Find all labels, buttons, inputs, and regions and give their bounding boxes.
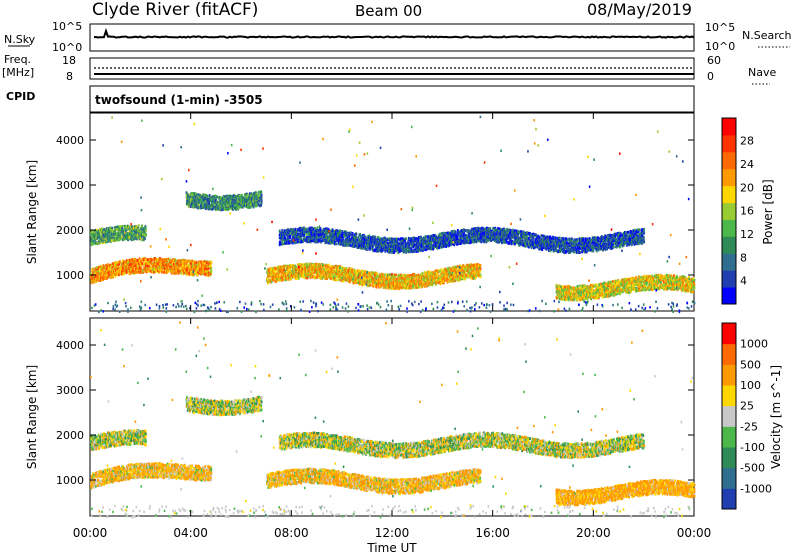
data-point (415, 278, 417, 281)
data-point (210, 264, 212, 267)
data-point (480, 267, 482, 270)
data-point (289, 268, 291, 271)
data-point (316, 276, 318, 279)
data-point (468, 275, 470, 278)
nave-right-tick-top: 60 (707, 54, 721, 67)
freq-label-line1: Freq. (4, 53, 31, 66)
freq-left-tick-top: 18 (62, 54, 76, 67)
data-point (354, 280, 356, 283)
data-point (209, 194, 211, 197)
nsky-left-tick-top: 10^5 (52, 20, 82, 33)
nsearch-label: N.Search (742, 29, 792, 42)
data-point (147, 267, 149, 270)
data-point (395, 274, 397, 277)
data-point (401, 287, 403, 290)
nsky-right-tick-bottom: 10^0 (705, 40, 735, 53)
data-point (155, 270, 157, 273)
data-point (383, 276, 385, 279)
data-point (303, 276, 305, 279)
nsky-right-tick-top: 10^5 (705, 21, 735, 34)
data-point (470, 277, 472, 280)
data-point (324, 264, 326, 267)
nsky-panel: N.Sky 10^5 10^0 10^5 10^0 N.Search (4, 20, 792, 54)
data-point (328, 264, 330, 267)
data-point (382, 273, 384, 276)
beam-label: Beam 00 (355, 2, 422, 20)
data-point (162, 271, 164, 274)
data-point (141, 225, 143, 228)
freq-label-line2: [MHz] (2, 66, 34, 79)
data-point (282, 229, 284, 232)
data-point (145, 234, 147, 237)
data-point (343, 280, 345, 283)
data-point (441, 269, 443, 272)
data-point (145, 225, 147, 228)
data-point (147, 270, 149, 273)
nsky-left-tick-bottom: 10^0 (52, 41, 82, 54)
data-point (261, 193, 263, 196)
data-point (479, 270, 481, 273)
nave-label: Nave (748, 66, 776, 79)
data-point (457, 265, 459, 268)
freq-panel: Freq. [MHz] 18 8 60 0 Nave (2, 53, 776, 84)
data-point (446, 277, 448, 280)
data-point (261, 196, 263, 199)
data-point (145, 228, 147, 231)
freq-left-tick-bottom: 8 (66, 70, 73, 83)
data-point (454, 276, 456, 279)
nsky-trace (94, 31, 694, 38)
data-point (117, 225, 119, 228)
data-point (229, 195, 231, 198)
data-point (200, 204, 202, 207)
data-point (333, 266, 335, 269)
data-point (447, 281, 449, 284)
data-point (366, 276, 368, 279)
date-label: 08/May/2019 (587, 0, 692, 19)
data-point (480, 273, 482, 276)
data-point (384, 274, 386, 277)
data-point (207, 195, 209, 198)
data-point (280, 276, 282, 279)
data-point (138, 224, 140, 227)
data-point (422, 272, 424, 275)
nsky-label: N.Sky (4, 33, 36, 46)
data-point (369, 284, 371, 287)
data-point (316, 263, 318, 266)
cpid-label: CPID (6, 90, 35, 103)
data-point (179, 267, 181, 270)
data-point (107, 276, 109, 279)
data-point (261, 200, 263, 203)
data-point (349, 281, 351, 284)
data-point (339, 266, 341, 269)
cpid-panel: CPID twofsound (1-min) -3505 (6, 86, 694, 112)
data-point (480, 264, 482, 267)
data-point (106, 241, 108, 244)
data-point (260, 204, 262, 207)
nave-right-tick-bottom: 0 (707, 70, 714, 83)
data-point (336, 279, 338, 282)
data-point (210, 269, 212, 272)
data-point (210, 261, 212, 264)
data-point (131, 239, 133, 242)
data-point (189, 260, 191, 263)
station-title: Clyde River (fitACF) (92, 0, 258, 20)
data-point (122, 225, 124, 228)
data-point (212, 208, 214, 211)
data-point (116, 228, 118, 231)
data-point (424, 285, 426, 288)
data-point (321, 272, 323, 275)
data-point (282, 243, 284, 246)
data-point (216, 196, 218, 199)
data-point (144, 237, 146, 240)
data-point (119, 261, 121, 264)
data-point (330, 277, 332, 280)
data-point (260, 190, 262, 193)
cpid-text: twofsound (1-min) -3505 (95, 93, 263, 107)
data-point (373, 284, 375, 287)
